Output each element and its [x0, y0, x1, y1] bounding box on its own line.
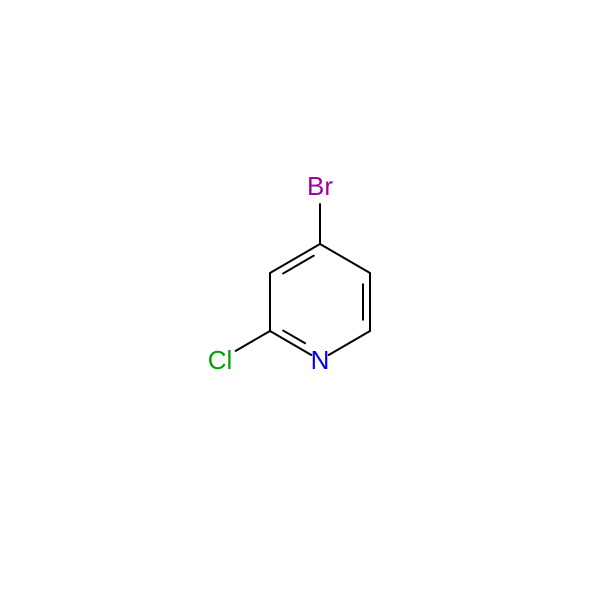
atom-label-cl: Cl — [208, 345, 233, 375]
bond-line — [329, 331, 370, 355]
atom-label-br: Br — [307, 171, 333, 201]
bond-line — [270, 244, 320, 273]
bond-line — [283, 256, 314, 274]
bond-line — [236, 331, 270, 351]
molecule-diagram: N Cl Br — [0, 0, 600, 600]
bond-line — [320, 244, 370, 273]
atom-label-n: N — [311, 345, 330, 375]
